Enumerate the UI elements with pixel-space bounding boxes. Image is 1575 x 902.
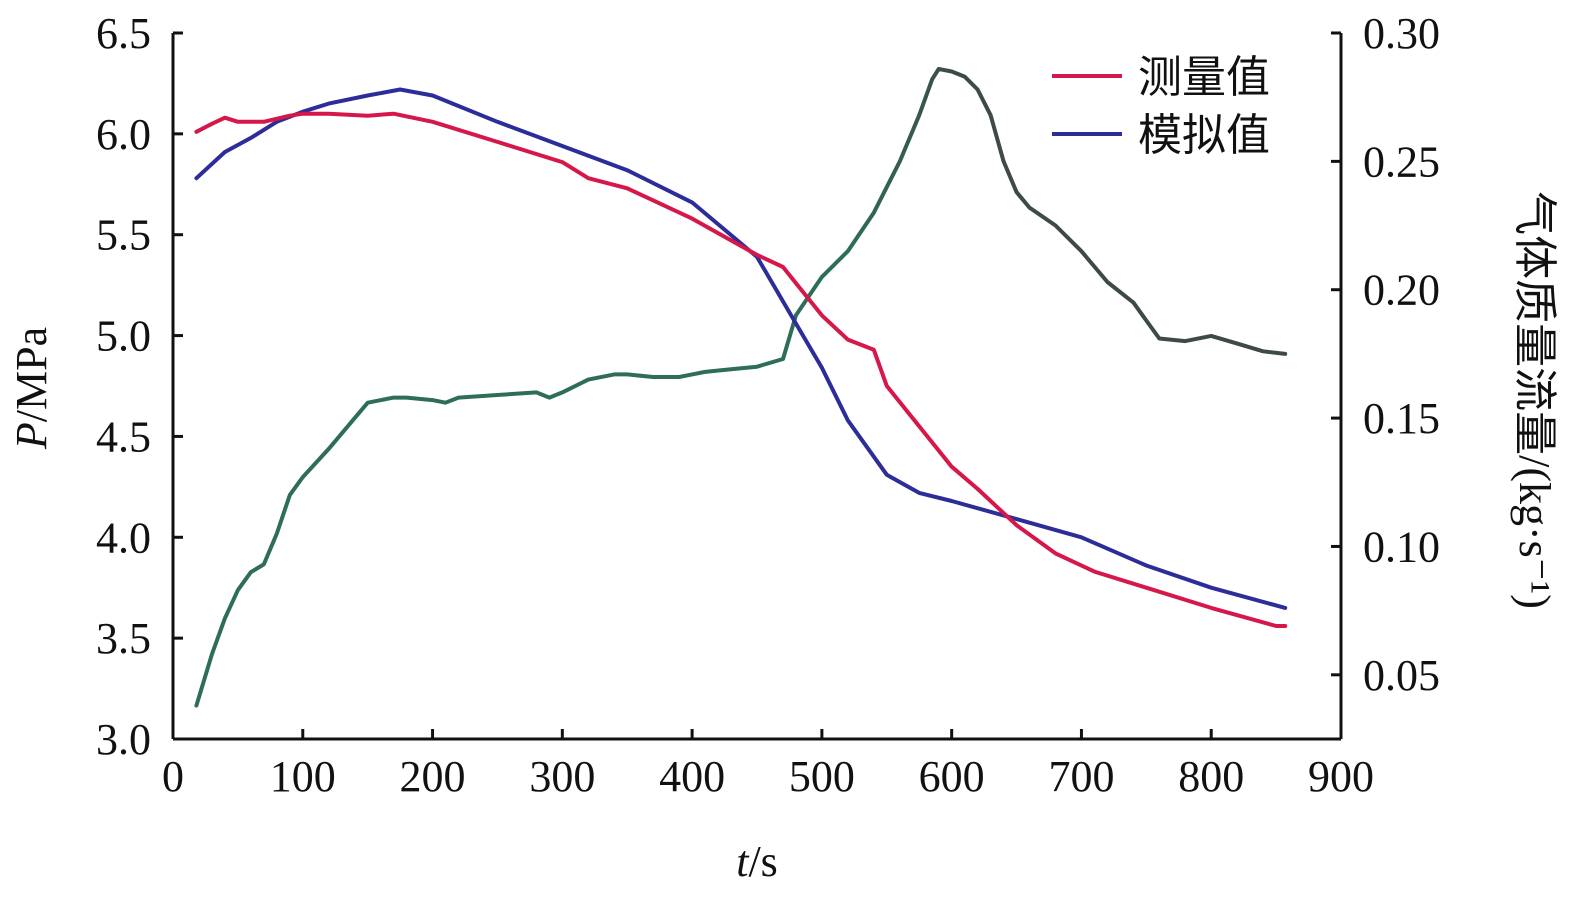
y-left-tick-label: 3.5 (96, 614, 151, 663)
series-line-measured (194, 111, 1288, 628)
x-axis-title-unit: /s (748, 837, 777, 886)
legend: 测量值 模拟值 (1052, 52, 1270, 161)
x-tick-label: 400 (659, 752, 725, 801)
x-tick-label: 600 (919, 752, 985, 801)
y-right-axis-title: 气体质量流量/(kg·s⁻¹) (1510, 191, 1559, 609)
series-line-simulated (194, 87, 1288, 610)
y-left-axis-ticks: 3.0 3.5 4.0 4.5 5.0 5.5 6.0 6.5 (96, 9, 183, 764)
x-tick-label: 200 (400, 752, 466, 801)
legend-label-measured: 测量值 (1138, 52, 1270, 103)
x-tick-label: 700 (1048, 752, 1114, 801)
y-left-tick-label: 4.5 (96, 412, 151, 461)
y-right-axis-ticks: 0.05 0.10 0.15 0.20 0.25 0.30 (1331, 9, 1440, 700)
series-line-flow-rate (194, 66, 1288, 708)
legend-label-simulated: 模拟值 (1138, 110, 1270, 161)
y-left-axis-title-unit: /MPa (7, 327, 56, 422)
x-tick-label: 0 (162, 752, 184, 801)
y-right-tick-label: 0.15 (1363, 394, 1440, 443)
plot-frame (171, 33, 1343, 741)
x-tick-label: 300 (529, 752, 595, 801)
y-left-axis-title: P/MPa (7, 327, 56, 450)
y-left-tick-label: 3.0 (96, 715, 151, 764)
x-tick-label: 900 (1308, 752, 1374, 801)
series-layer (194, 66, 1288, 708)
y-left-tick-label: 4.0 (96, 513, 151, 562)
x-axis-title: t/s (736, 837, 778, 886)
x-axis-title-symbol: t (736, 837, 750, 886)
y-right-tick-label: 0.10 (1363, 522, 1440, 571)
y-right-tick-label: 0.25 (1363, 137, 1440, 186)
y-right-tick-label: 0.05 (1363, 651, 1440, 700)
y-left-tick-label: 6.5 (96, 9, 151, 58)
x-tick-label: 100 (270, 752, 336, 801)
x-tick-label: 800 (1178, 752, 1244, 801)
x-axis-ticks: 0 100 200 300 400 500 600 700 800 900 (162, 729, 1374, 801)
y-right-tick-label: 0.20 (1363, 266, 1440, 315)
x-tick-label: 500 (789, 752, 855, 801)
y-left-tick-label: 5.5 (96, 211, 151, 260)
y-right-tick-label: 0.30 (1363, 9, 1440, 58)
y-left-tick-label: 6.0 (96, 110, 151, 159)
y-left-axis-title-symbol: P (7, 422, 56, 450)
y-left-tick-label: 5.0 (96, 312, 151, 361)
